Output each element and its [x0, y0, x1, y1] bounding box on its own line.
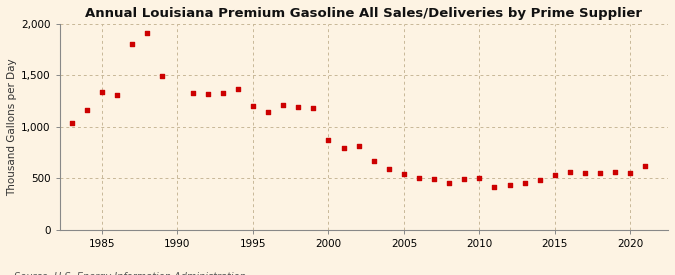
Point: [535, 178, 545, 182]
Point: [353, 144, 364, 148]
Point: [82, 108, 92, 112]
Point: [549, 172, 560, 177]
Point: [187, 91, 198, 95]
Point: [277, 103, 288, 108]
Point: [127, 42, 138, 47]
Point: [429, 177, 439, 181]
Point: [414, 176, 425, 180]
Point: [202, 92, 213, 97]
Point: [489, 185, 500, 189]
Point: [97, 90, 107, 94]
Point: [610, 169, 620, 174]
Point: [338, 146, 349, 151]
Point: [580, 170, 591, 175]
Point: [142, 31, 153, 35]
Title: Annual Louisiana Premium Gasoline All Sales/Deliveries by Prime Supplier: Annual Louisiana Premium Gasoline All Sa…: [86, 7, 643, 20]
Point: [443, 181, 454, 185]
Point: [383, 166, 394, 171]
Point: [323, 138, 334, 142]
Point: [398, 172, 409, 176]
Point: [157, 74, 168, 79]
Point: [625, 170, 636, 175]
Point: [66, 120, 77, 125]
Point: [474, 176, 485, 180]
Point: [263, 110, 273, 114]
Point: [293, 104, 304, 109]
Point: [640, 164, 651, 169]
Point: [217, 91, 228, 95]
Point: [504, 183, 515, 187]
Point: [595, 170, 605, 175]
Point: [232, 87, 243, 92]
Point: [308, 106, 319, 110]
Point: [112, 93, 123, 97]
Text: Source: U.S. Energy Information Administration: Source: U.S. Energy Information Administ…: [14, 273, 245, 275]
Point: [519, 181, 530, 185]
Point: [248, 104, 259, 108]
Point: [564, 170, 575, 174]
Point: [369, 159, 379, 163]
Y-axis label: Thousand Gallons per Day: Thousand Gallons per Day: [7, 58, 17, 196]
Point: [459, 177, 470, 181]
